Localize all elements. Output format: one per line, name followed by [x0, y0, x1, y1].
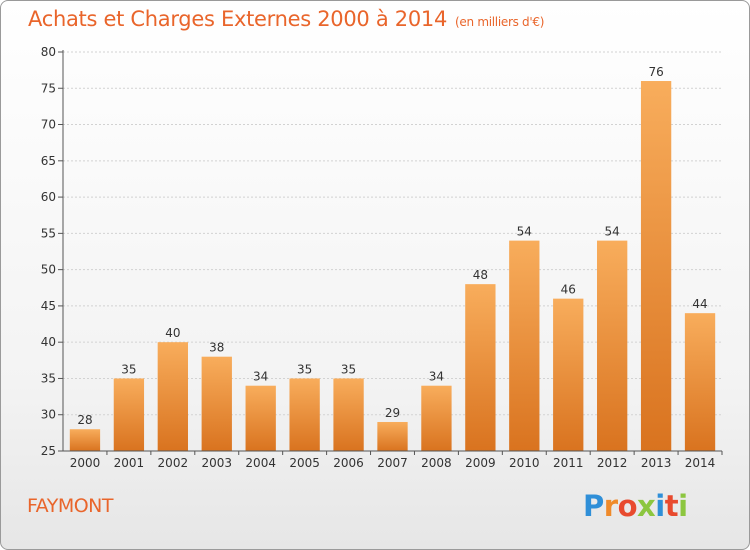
y-tick-label: 60	[41, 190, 56, 204]
x-tick-label: 2007	[377, 456, 408, 470]
bar	[640, 81, 672, 451]
logo-letter: x	[637, 489, 656, 523]
y-tick-label: 40	[41, 335, 56, 349]
axes: 25 30 35 40 45 50 55 60 65 70 75 80 2000 2001 2002 2003…	[41, 45, 723, 470]
x-tick-label: 2004	[245, 456, 276, 470]
logo-letter: i	[655, 489, 665, 523]
x-tick-label: 2002	[158, 456, 189, 470]
bar	[421, 385, 452, 451]
commune-name: FAYMONT	[27, 495, 113, 517]
x-tick-label: 2011	[553, 456, 584, 470]
x-tick-label: 2010	[509, 456, 540, 470]
bars: 28 35 40 38 34 35 35 29 34 48 54 46 54 76 44	[69, 65, 716, 451]
y-tick-label: 80	[41, 45, 56, 59]
x-tick-label: 2009	[465, 456, 496, 470]
data-label: 28	[77, 413, 92, 427]
data-label: 40	[165, 326, 180, 340]
data-label: 54	[517, 225, 532, 239]
logo-letter: r	[603, 489, 618, 523]
logo-letter: t	[664, 489, 679, 523]
y-tick-label: 30	[41, 408, 56, 422]
data-label: 54	[605, 225, 620, 239]
x-tick-label: 2006	[333, 456, 364, 470]
data-label: 44	[692, 297, 707, 311]
chart-unit: (en milliers d'€)	[455, 15, 545, 29]
logo-letter: o	[617, 489, 638, 523]
data-label: 35	[297, 362, 312, 376]
x-tick-label: 2000	[70, 456, 101, 470]
bar	[553, 298, 584, 451]
bar	[509, 240, 540, 451]
y-tick-label: 70	[41, 118, 56, 132]
x-tick-label: 2013	[641, 456, 672, 470]
data-label: 48	[473, 268, 488, 282]
bar	[465, 284, 496, 451]
bar	[113, 378, 145, 451]
chart-title-text: Achats et Charges Externes 2000 à 2014	[28, 7, 448, 31]
bar	[69, 429, 101, 451]
y-tick-label: 65	[41, 154, 56, 168]
y-tick-label: 45	[41, 299, 56, 313]
x-tick-label: 2005	[289, 456, 320, 470]
x-tick-label: 2001	[114, 456, 145, 470]
y-tick-label: 35	[41, 371, 56, 385]
bar	[245, 385, 276, 451]
logo-letter: P	[583, 489, 604, 523]
y-tick-label: 75	[41, 81, 56, 95]
data-label: 29	[385, 406, 400, 420]
data-label: 35	[341, 362, 356, 376]
data-label: 46	[561, 283, 576, 297]
bar	[684, 313, 716, 451]
data-label: 76	[648, 65, 663, 79]
data-label: 35	[121, 362, 136, 376]
x-tick-label: 2008	[421, 456, 452, 470]
bar	[289, 378, 320, 451]
chart-title: Achats et Charges Externes 2000 à 2014 (e…	[28, 7, 544, 31]
bar	[377, 421, 408, 451]
data-label: 34	[253, 370, 268, 384]
bar	[201, 356, 232, 451]
bar	[157, 342, 188, 451]
logo-letter: i	[678, 489, 688, 523]
proxiti-logo: Proxiti	[583, 489, 688, 523]
y-tick-label: 50	[41, 263, 56, 277]
data-label: 38	[209, 341, 224, 355]
y-tick-label: 55	[41, 226, 56, 240]
y-tick-label: 25	[41, 444, 56, 458]
x-tick-label: 2003	[201, 456, 232, 470]
x-tick-label: 2014	[685, 456, 716, 470]
data-label: 34	[429, 370, 444, 384]
bar	[333, 378, 364, 451]
bar	[597, 240, 628, 451]
x-tick-label: 2012	[597, 456, 628, 470]
